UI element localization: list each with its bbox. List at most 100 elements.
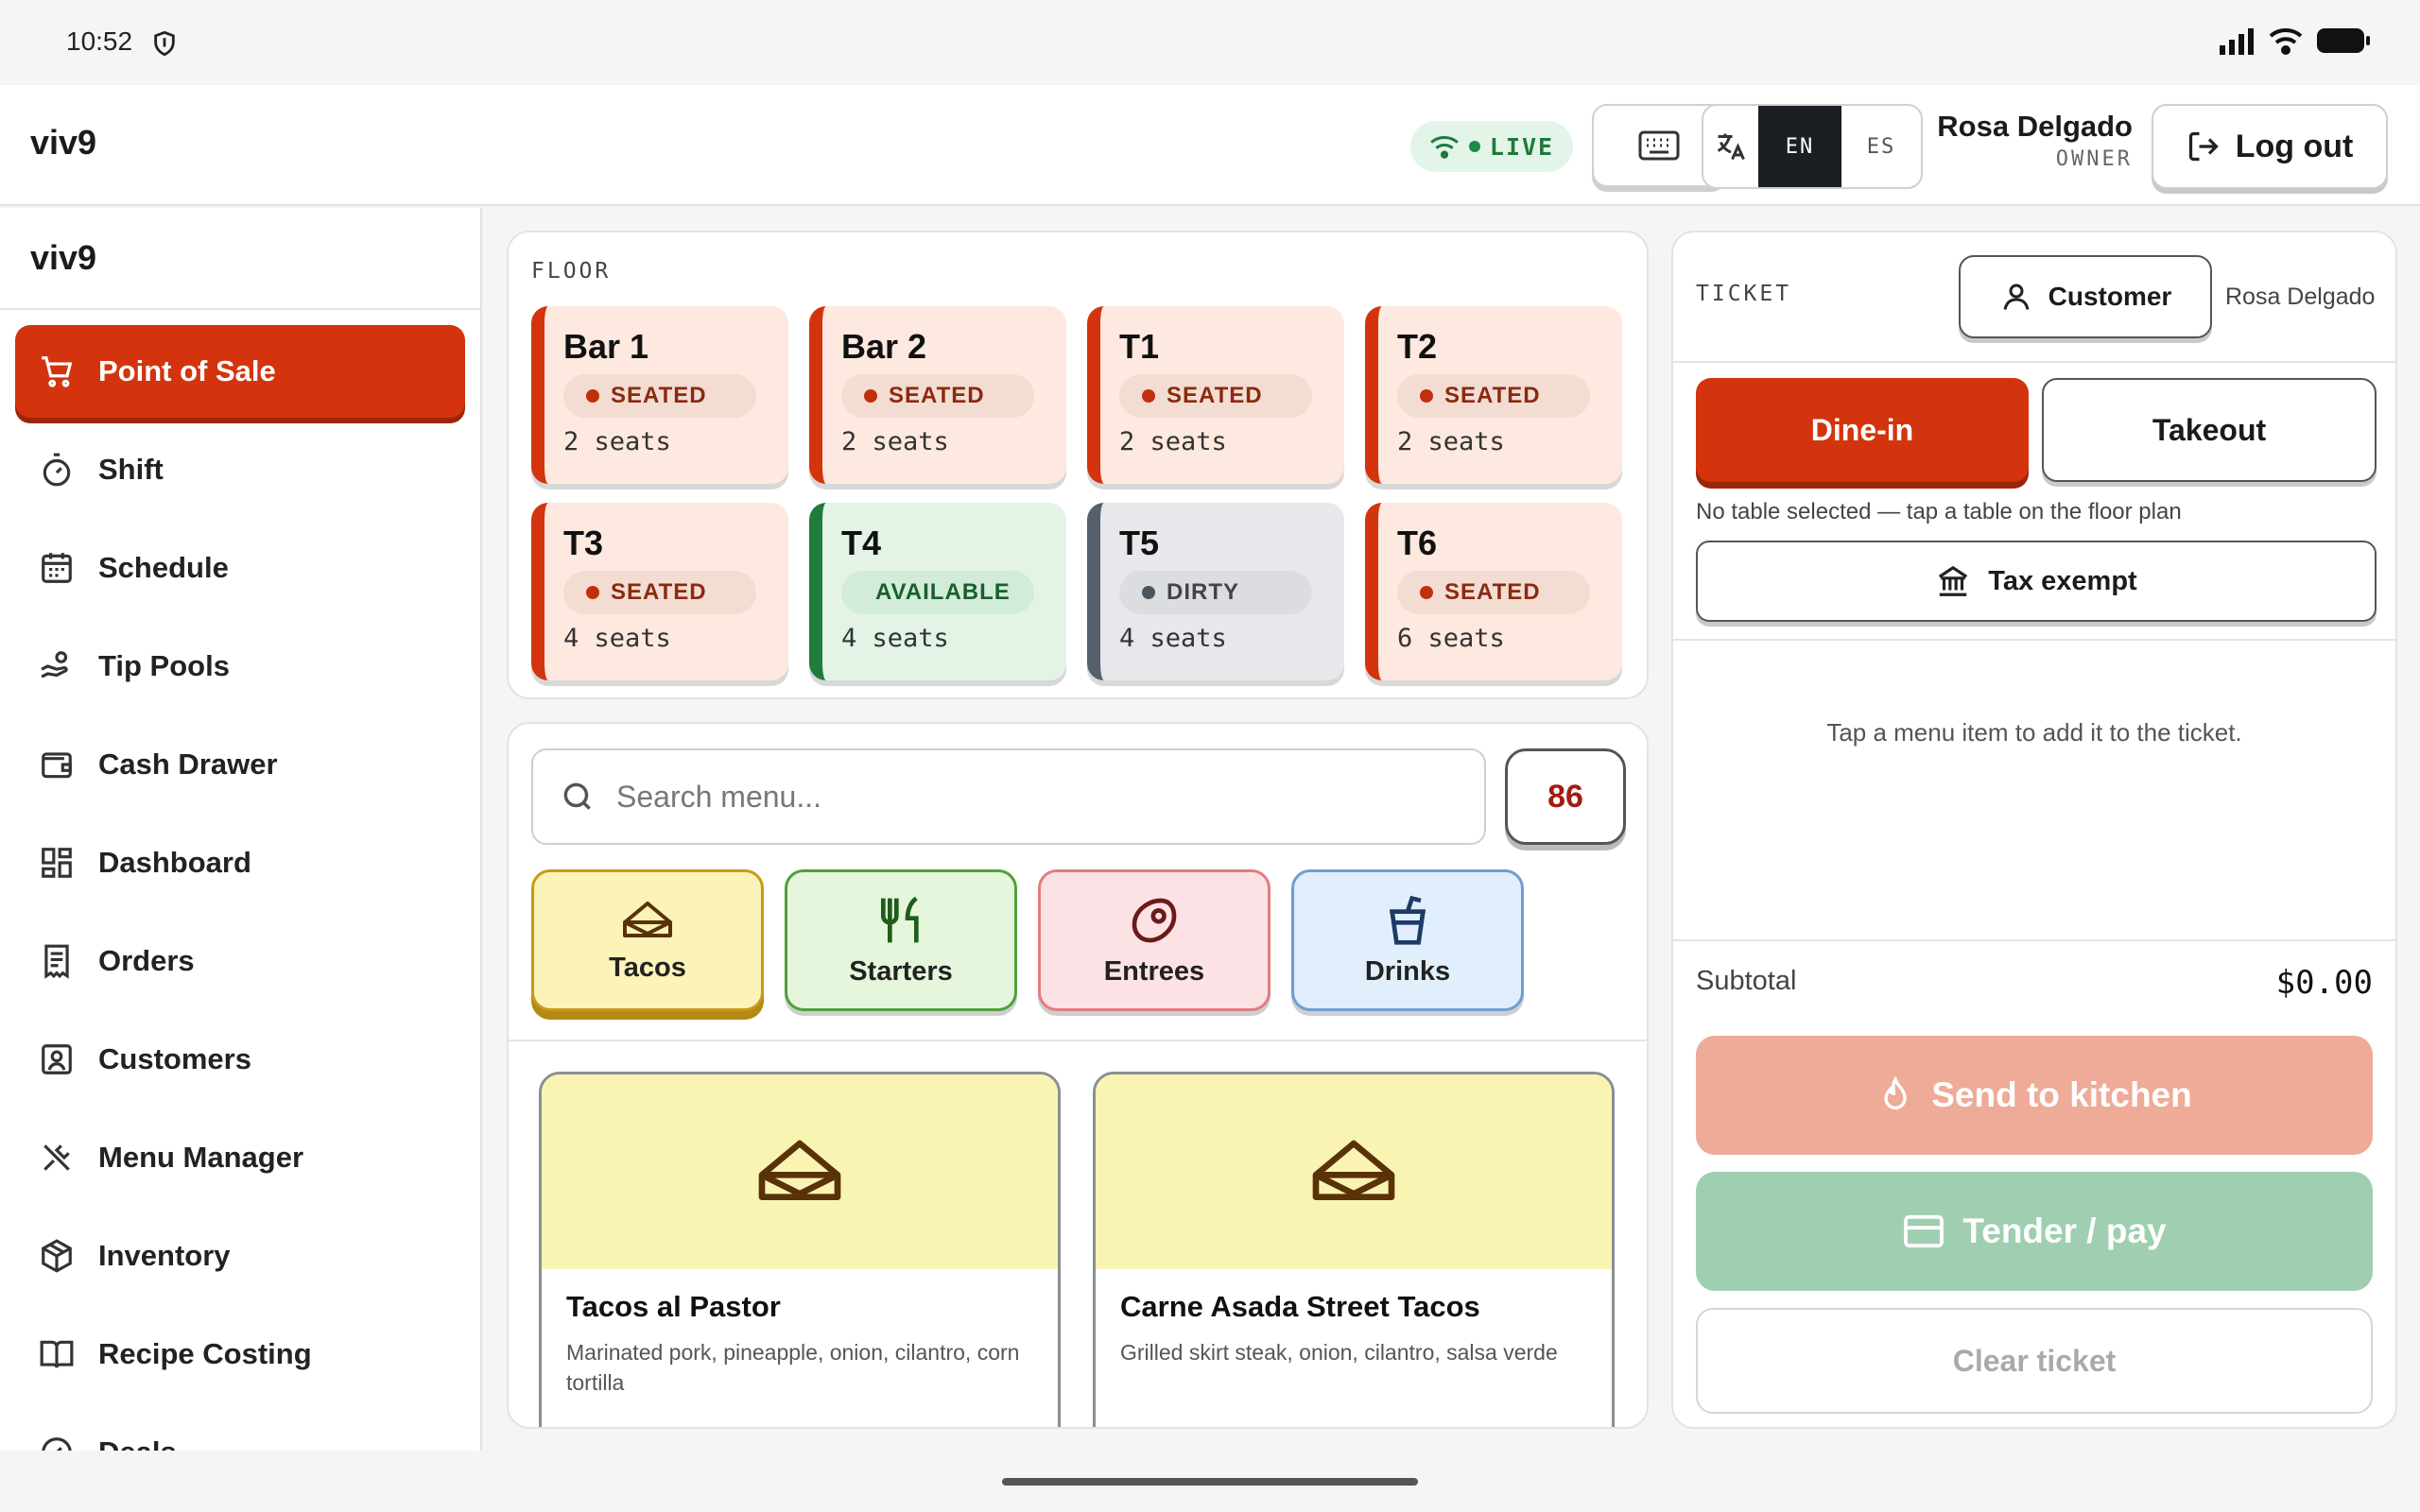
sidebar-item-point-of-sale[interactable]: Point of Sale bbox=[15, 325, 465, 418]
category-entrees[interactable]: Entrees bbox=[1038, 869, 1270, 1011]
category-label: Starters bbox=[849, 955, 953, 987]
tax-exempt-label: Tax exempt bbox=[1988, 565, 2137, 596]
table-status-badge: SEATED bbox=[1397, 374, 1590, 418]
floor-panel: FLOOR Bar 1 SEATED 2 seats Bar 2 SEATED … bbox=[507, 231, 1649, 699]
table-card-t3[interactable]: T3 SEATED 4 seats bbox=[531, 503, 788, 680]
sidebar-item-recipe-costing[interactable]: Recipe Costing bbox=[15, 1308, 465, 1400]
sidebar-item-label: Point of Sale bbox=[98, 354, 276, 387]
dashboard-grid-icon bbox=[38, 844, 76, 882]
table-seats: 4 seats bbox=[563, 624, 671, 653]
taco-icon bbox=[623, 901, 672, 937]
customer-button[interactable]: Customer bbox=[1959, 255, 2212, 338]
sidebar-item-dashboard[interactable]: Dashboard bbox=[15, 816, 465, 909]
menu-panel: Search menu... 86 Tacos Starters Entrees… bbox=[507, 722, 1649, 1429]
menu-item-name: Carne Asada Street Tacos bbox=[1120, 1290, 1480, 1323]
sidebar: viv9 Point of Sale Shift Schedule Tip Po… bbox=[0, 208, 482, 1451]
customer-name: Rosa Delgado bbox=[2225, 284, 2376, 310]
menu-item-description: Grilled skirt steak, onion, cilantro, sa… bbox=[1120, 1340, 1558, 1365]
home-indicator[interactable] bbox=[1002, 1478, 1418, 1486]
sidebar-item-customers[interactable]: Customers bbox=[15, 1013, 465, 1106]
table-status: SEATED bbox=[1444, 579, 1541, 605]
tender-pay-button[interactable]: Tender / pay bbox=[1696, 1172, 2373, 1291]
logout-label: Log out bbox=[2235, 128, 2354, 164]
table-card-t5[interactable]: T5 DIRTY 4 seats bbox=[1087, 503, 1344, 680]
divider bbox=[1673, 939, 2395, 941]
sidebar-item-label: Customers bbox=[98, 1042, 251, 1075]
table-card-t2[interactable]: T2 SEATED 2 seats bbox=[1365, 306, 1622, 484]
cup-straw-icon bbox=[1389, 895, 1426, 945]
table-status-badge: DIRTY bbox=[1119, 571, 1312, 614]
taco-icon bbox=[758, 1140, 841, 1200]
menu-item-description: Marinated pork, pineapple, onion, cilant… bbox=[566, 1340, 1020, 1396]
ticket-header: TICKET Customer Rosa Delgado bbox=[1673, 232, 2395, 363]
status-dot bbox=[1142, 586, 1155, 599]
menu-item-name: Tacos al Pastor bbox=[566, 1290, 781, 1323]
translate-icon bbox=[1703, 106, 1758, 187]
sidebar-item-label: Schedule bbox=[98, 551, 229, 584]
contact-card-icon bbox=[38, 1040, 76, 1078]
menu-search-input[interactable]: Search menu... bbox=[531, 748, 1486, 845]
sidebar-item-shift[interactable]: Shift bbox=[15, 423, 465, 516]
takeout-button[interactable]: Takeout bbox=[2042, 378, 2377, 482]
sidebar-item-label: Orders bbox=[98, 944, 195, 977]
sidebar-item-cash-drawer[interactable]: Cash Drawer bbox=[15, 718, 465, 811]
language-es-button[interactable]: ES bbox=[1866, 134, 1896, 159]
table-seats: 2 seats bbox=[1397, 427, 1505, 456]
menu-item-card[interactable]: Tacos al Pastor Marinated pork, pineappl… bbox=[539, 1072, 1061, 1427]
user-name: Rosa Delgado bbox=[1937, 110, 2133, 143]
category-starters[interactable]: Starters bbox=[785, 869, 1017, 1011]
sidebar-item-label: Recipe Costing bbox=[98, 1337, 312, 1370]
sidebar-item-orders[interactable]: Orders bbox=[15, 915, 465, 1007]
category-drinks[interactable]: Drinks bbox=[1291, 869, 1524, 1011]
ticket-label: TICKET bbox=[1696, 282, 1792, 306]
system-indicators bbox=[2220, 26, 2371, 55]
credit-card-icon bbox=[1904, 1214, 1945, 1248]
table-card-bar-2[interactable]: Bar 2 SEATED 2 seats bbox=[809, 306, 1066, 484]
tax-exempt-button[interactable]: Tax exempt bbox=[1696, 541, 2377, 622]
category-tacos[interactable]: Tacos bbox=[531, 869, 764, 1011]
battery-icon bbox=[2317, 28, 2370, 53]
table-card-t4[interactable]: T4 AVAILABLE 4 seats bbox=[809, 503, 1066, 680]
hand-coins-icon bbox=[38, 647, 76, 685]
sidebar-item-label: Shift bbox=[98, 453, 164, 486]
sidebar-item-deals[interactable]: Deals bbox=[15, 1406, 465, 1451]
clear-ticket-button[interactable]: Clear ticket bbox=[1696, 1308, 2373, 1414]
send-to-kitchen-button[interactable]: Send to kitchen bbox=[1696, 1036, 2373, 1155]
sidebar-item-label: Cash Drawer bbox=[98, 747, 278, 781]
sidebar-item-schedule[interactable]: Schedule bbox=[15, 522, 465, 614]
eighty-six-button[interactable]: 86 bbox=[1505, 748, 1626, 845]
system-status-bar: 10:52 bbox=[0, 0, 2420, 85]
calendar-icon bbox=[38, 549, 76, 587]
receipt-icon bbox=[38, 942, 76, 980]
send-label: Send to kitchen bbox=[1931, 1075, 2192, 1114]
status-dot bbox=[1420, 389, 1433, 403]
sidebar-item-label: Deals bbox=[98, 1435, 177, 1451]
logout-button[interactable]: Log out bbox=[2152, 104, 2388, 189]
customer-button-label: Customer bbox=[2048, 282, 2172, 311]
fork-knife-icon bbox=[881, 896, 919, 942]
dine-in-button[interactable]: Dine-in bbox=[1696, 378, 2029, 482]
app-header: viv9 LIVE EN ES Rosa Delgado OWNER Log o… bbox=[0, 85, 2420, 206]
table-card-bar-1[interactable]: Bar 1 SEATED 2 seats bbox=[531, 306, 788, 484]
package-icon bbox=[38, 1237, 76, 1275]
no-table-hint: No table selected — tap a table on the f… bbox=[1696, 499, 2182, 524]
steak-icon bbox=[1132, 898, 1177, 942]
table-card-t6[interactable]: T6 SEATED 6 seats bbox=[1365, 503, 1622, 680]
menu-item-card[interactable]: Carne Asada Street Tacos Grilled skirt s… bbox=[1093, 1072, 1615, 1427]
clock-time: 10:52 bbox=[66, 26, 133, 56]
floor-label: FLOOR bbox=[531, 259, 612, 284]
live-dot bbox=[1468, 141, 1480, 152]
keyboard-icon bbox=[1638, 130, 1680, 161]
table-name: T4 bbox=[841, 524, 882, 562]
status-dot bbox=[864, 389, 877, 403]
status-dot bbox=[586, 586, 599, 599]
subtotal-label: Subtotal bbox=[1696, 966, 1797, 996]
category-label: Tacos bbox=[609, 952, 686, 983]
sidebar-item-menu-manager[interactable]: Menu Manager bbox=[15, 1111, 465, 1204]
logout-icon bbox=[2188, 131, 2219, 162]
sidebar-item-tip-pools[interactable]: Tip Pools bbox=[15, 620, 465, 713]
table-status-badge: SEATED bbox=[1397, 571, 1590, 614]
language-en-button[interactable]: EN bbox=[1758, 106, 1841, 187]
sidebar-item-inventory[interactable]: Inventory bbox=[15, 1210, 465, 1302]
table-card-t1[interactable]: T1 SEATED 2 seats bbox=[1087, 306, 1344, 484]
